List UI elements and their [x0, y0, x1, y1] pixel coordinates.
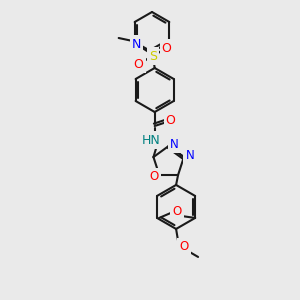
Text: HN: HN [141, 134, 160, 146]
Text: O: O [166, 113, 176, 127]
Text: O: O [150, 170, 159, 183]
Text: O: O [162, 41, 172, 55]
Text: O: O [179, 240, 189, 254]
Text: O: O [172, 206, 182, 218]
Text: N: N [185, 148, 194, 162]
Text: N: N [170, 137, 179, 151]
Text: S: S [149, 50, 157, 62]
Text: N: N [132, 38, 141, 50]
Text: O: O [134, 58, 144, 70]
